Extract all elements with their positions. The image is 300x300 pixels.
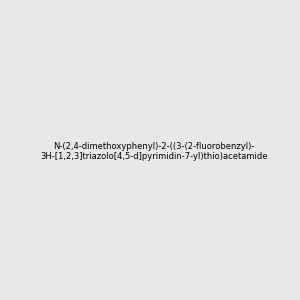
Text: N-(2,4-dimethoxyphenyl)-2-((3-(2-fluorobenzyl)-
3H-[1,2,3]triazolo[4,5-d]pyrimid: N-(2,4-dimethoxyphenyl)-2-((3-(2-fluorob… — [40, 142, 268, 161]
